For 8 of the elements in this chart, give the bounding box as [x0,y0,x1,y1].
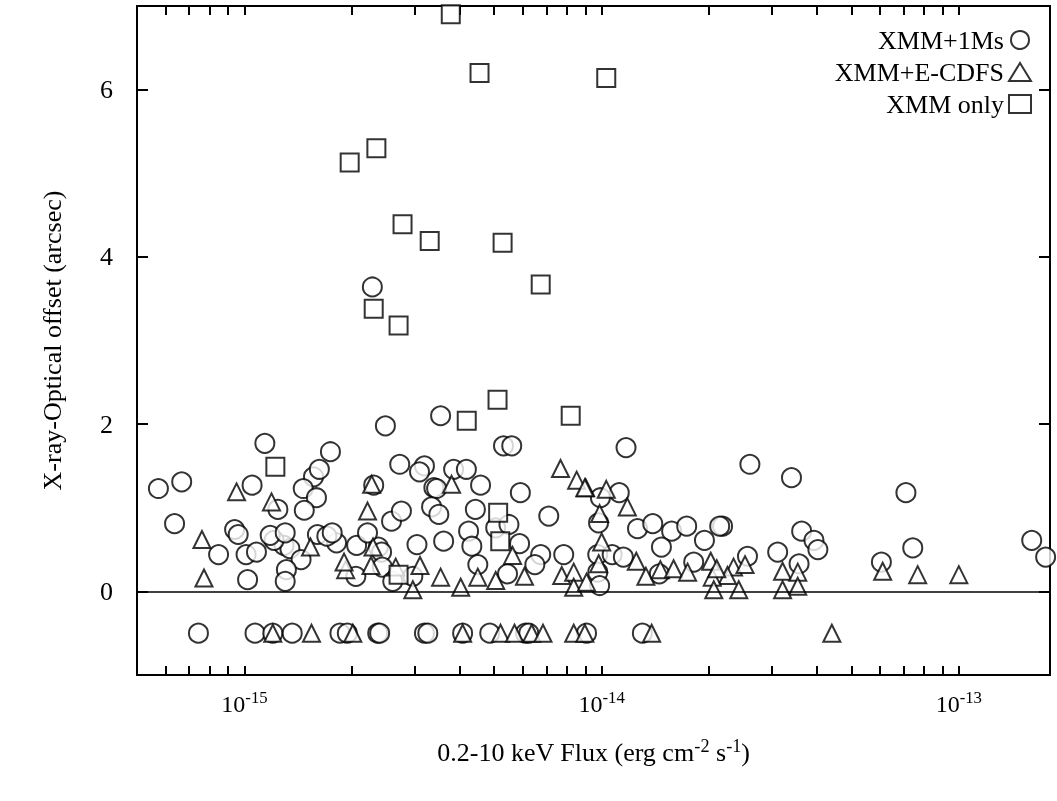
legend-label: XMM only [886,89,1004,119]
legend-label: XMM+1Ms [878,25,1004,55]
y-tick-label: 4 [100,242,113,272]
y-axis-title: X-ray-Optical offset (arcsec) [37,190,67,491]
legend-label: XMM+E-CDFS [834,57,1004,87]
y-tick-label: 0 [100,576,113,606]
y-tick-label: 2 [100,409,113,439]
y-tick-label: 6 [100,75,113,105]
